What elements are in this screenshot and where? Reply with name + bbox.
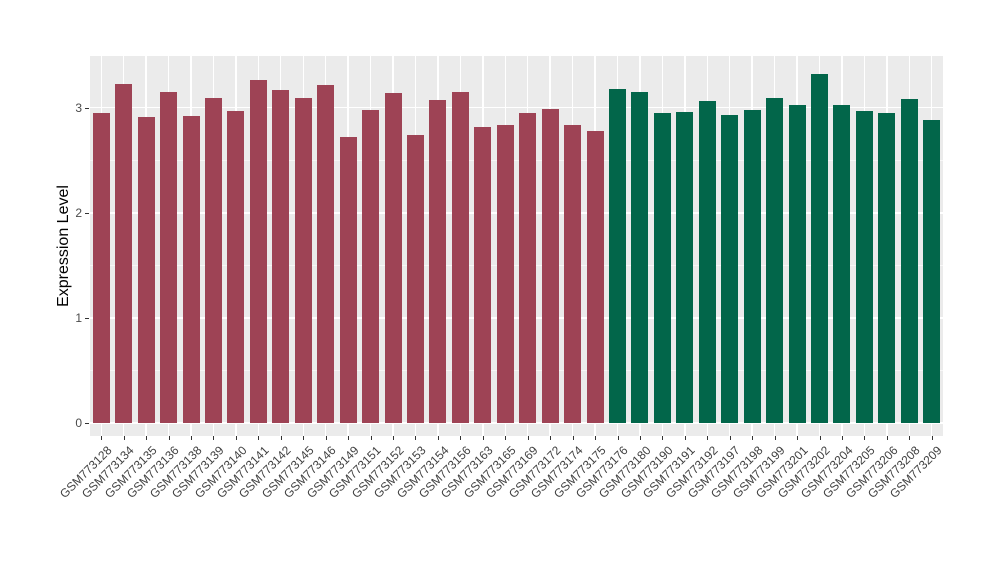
bar-GSM773204	[833, 104, 851, 423]
bar-GSM773169	[519, 112, 537, 423]
bar-GSM773145	[294, 98, 312, 423]
x-tick-mark	[258, 436, 260, 440]
bar-GSM773201	[788, 104, 806, 423]
plot-panel	[90, 56, 943, 436]
x-tick-mark	[729, 436, 731, 440]
bar-GSM773153	[406, 135, 424, 423]
x-tick-mark	[752, 436, 754, 440]
x-tick-mark	[437, 436, 439, 440]
x-tick-mark	[101, 436, 103, 440]
x-tick-mark	[303, 436, 305, 440]
bar-GSM773192	[698, 101, 716, 423]
y-tick-label: 3	[75, 100, 82, 115]
x-tick-mark	[460, 436, 462, 440]
y-tick-mark	[85, 317, 89, 319]
bar-GSM773175	[586, 130, 604, 423]
y-tick-mark	[85, 212, 89, 214]
x-tick-mark	[168, 436, 170, 440]
x-tick-mark	[393, 436, 395, 440]
x-tick-mark	[325, 436, 327, 440]
y-tick-mark	[85, 423, 89, 424]
bar-GSM773190	[653, 112, 671, 423]
bar-GSM773134	[115, 83, 133, 423]
bar-GSM773139	[204, 98, 222, 423]
bar-GSM773138	[182, 116, 200, 423]
x-tick-mark	[639, 436, 641, 440]
x-tick-mark	[684, 436, 686, 440]
bar-GSM773151	[362, 109, 380, 423]
gridline-major	[90, 212, 943, 214]
x-tick-mark	[505, 436, 507, 440]
x-tick-mark	[909, 436, 911, 440]
x-tick-mark	[146, 436, 148, 440]
y-axis-title: Expression Level	[55, 185, 72, 307]
x-tick-mark	[707, 436, 709, 440]
x-tick-mark	[415, 436, 417, 440]
bar-GSM773128	[92, 112, 110, 423]
x-tick-mark	[123, 436, 125, 440]
x-tick-mark	[550, 436, 552, 440]
gridline-minor	[90, 369, 943, 371]
bar-GSM773154	[429, 100, 447, 423]
bar-GSM773156	[451, 91, 469, 423]
x-tick-mark	[886, 436, 888, 440]
bar-GSM773208	[900, 99, 918, 423]
bar-GSM773152	[384, 92, 402, 423]
x-tick-mark	[931, 436, 933, 440]
bar-GSM773140	[227, 110, 245, 423]
bar-GSM773146	[317, 84, 335, 423]
gridline-minor	[90, 264, 943, 266]
bar-GSM773199	[766, 98, 784, 423]
bar-GSM773172	[541, 108, 559, 423]
bar-GSM773163	[474, 126, 492, 423]
bar-GSM773180	[631, 91, 649, 423]
y-tick-label: 0	[75, 416, 82, 430]
bar-GSM773205	[855, 110, 873, 423]
x-tick-mark	[572, 436, 574, 440]
x-tick-mark	[370, 436, 372, 440]
x-tick-mark	[774, 436, 776, 440]
x-tick-mark	[213, 436, 215, 440]
x-tick-mark	[662, 436, 664, 440]
x-tick-mark	[797, 436, 799, 440]
bar-GSM773142	[272, 89, 290, 423]
gridline-minor	[90, 159, 943, 161]
y-tick-label: 2	[75, 205, 82, 220]
bar-GSM773174	[564, 124, 582, 423]
bar-GSM773149	[339, 137, 357, 423]
y-tick-mark	[85, 107, 89, 109]
bar-GSM773206	[878, 112, 896, 423]
x-tick-mark	[617, 436, 619, 440]
gridline-major	[90, 106, 943, 109]
x-tick-mark	[482, 436, 484, 440]
x-tick-mark	[280, 436, 282, 440]
bar-GSM773135	[137, 117, 155, 423]
y-tick-label: 1	[75, 310, 82, 325]
gridline-major	[90, 317, 943, 319]
x-tick-mark	[191, 436, 192, 440]
x-tick-mark	[527, 436, 529, 440]
bar-GSM773197	[721, 115, 739, 423]
bar-GSM773141	[249, 80, 267, 423]
x-tick-mark	[819, 436, 821, 440]
bar-GSM773191	[676, 111, 694, 423]
x-tick-mark	[348, 436, 350, 440]
x-tick-mark	[864, 436, 866, 440]
x-tick-mark	[595, 436, 597, 440]
x-tick-mark	[841, 436, 843, 440]
bar-GSM773136	[160, 91, 178, 423]
bar-GSM773176	[609, 88, 626, 423]
bar-GSM773202	[811, 74, 829, 423]
bar-GSM773209	[923, 120, 941, 423]
x-tick-mark	[235, 436, 237, 440]
bar-GSM773165	[496, 124, 514, 423]
gridline-major	[90, 422, 943, 424]
bar-GSM773198	[743, 109, 761, 423]
